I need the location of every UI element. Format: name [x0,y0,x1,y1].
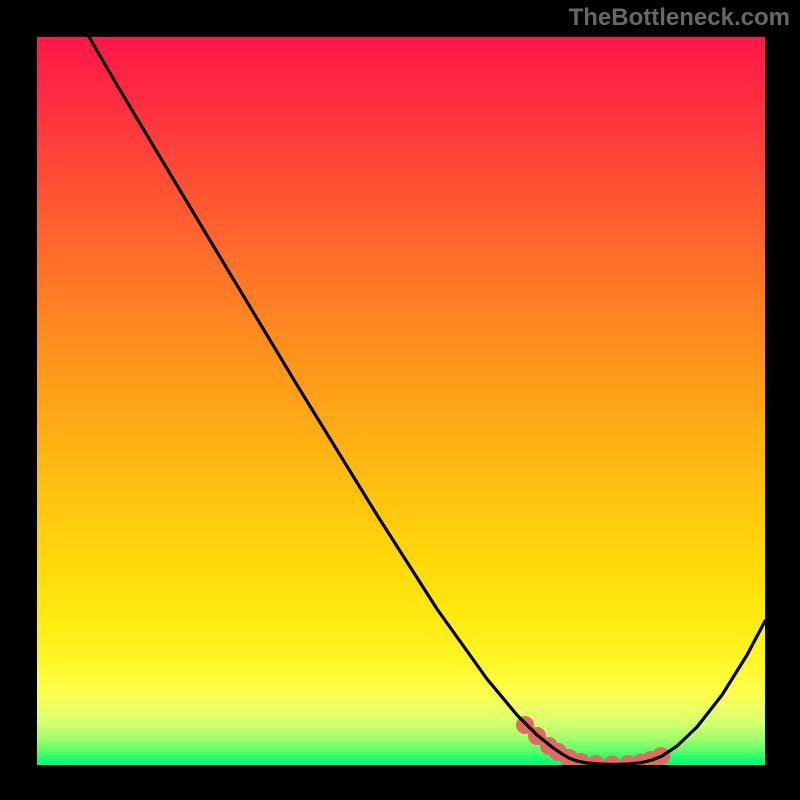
figure-root: TheBottleneck.com [0,0,800,800]
bottleneck-curve [89,37,765,765]
curve-layer [0,0,800,800]
